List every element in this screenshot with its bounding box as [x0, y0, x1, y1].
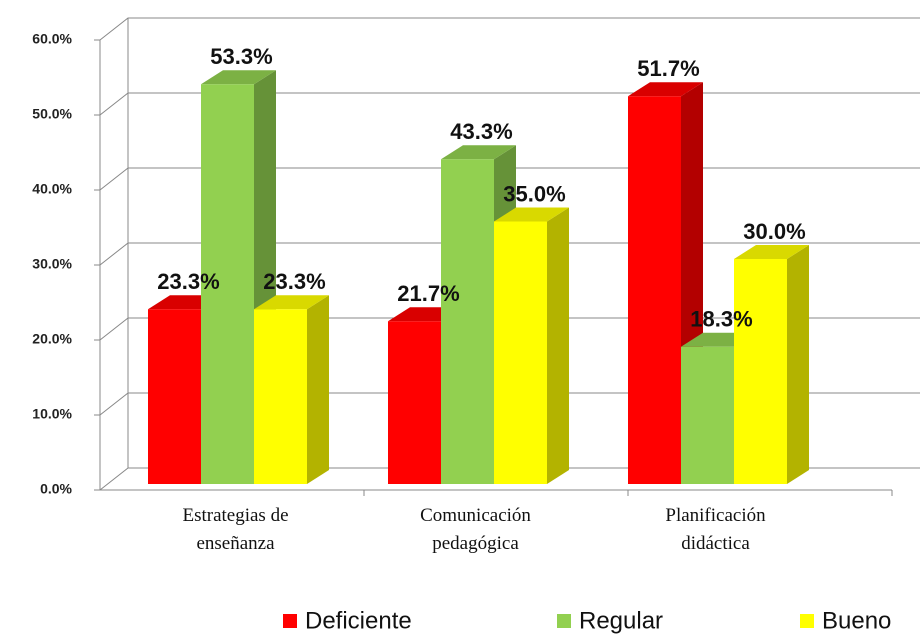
y-tick-label: 40.0% [32, 181, 72, 197]
bar-top [254, 295, 329, 310]
x-tick-label: Planificación didáctica [665, 505, 766, 554]
bar-front [148, 309, 201, 484]
bar [254, 295, 329, 484]
value-label: 18.3% [690, 307, 752, 332]
bar [734, 245, 809, 484]
value-label: 43.3% [450, 119, 512, 144]
y-tick-label: 30.0% [32, 256, 72, 272]
bar-top [441, 145, 516, 160]
bar-top [734, 245, 809, 259]
y-tick-label: 50.0% [32, 106, 72, 122]
legend-swatch [283, 614, 297, 628]
value-label: 35.0% [503, 181, 565, 206]
legend-swatch [800, 614, 814, 628]
bar-front [388, 321, 441, 484]
x-tick-label: Comunicación pedagógica [420, 505, 531, 554]
bar-front [441, 159, 494, 484]
grid-line [99, 17, 920, 41]
bar-front [734, 259, 787, 484]
y-tick-label: 60.0% [32, 31, 72, 47]
value-label: 30.0% [743, 219, 805, 244]
y-tick-label: 20.0% [32, 331, 72, 347]
bar-side [547, 207, 569, 484]
bar-front [254, 309, 307, 484]
bar-front [494, 221, 547, 484]
legend-label: Regular [579, 607, 663, 634]
bar-side [787, 245, 809, 484]
y-tick-label: 10.0% [32, 406, 72, 422]
value-label: 53.3% [210, 44, 272, 69]
x-tick-label: Estrategias de enseñanza [182, 505, 288, 554]
y-tick-label: 0.0% [40, 481, 72, 497]
bar [494, 207, 569, 484]
bar-side [307, 295, 329, 484]
legend-label: Bueno [822, 607, 891, 634]
bar-top [494, 207, 569, 222]
bar-front [201, 84, 254, 484]
value-label: 21.7% [397, 281, 459, 306]
value-label: 23.3% [263, 269, 325, 294]
value-label: 51.7% [637, 56, 699, 81]
bar-top [201, 70, 276, 85]
bar-front [681, 346, 734, 484]
legend-label: Deficiente [305, 607, 412, 634]
bar-front [628, 96, 681, 484]
legend-swatch [557, 614, 571, 628]
bar-top [628, 82, 703, 97]
value-label: 23.3% [157, 269, 219, 294]
